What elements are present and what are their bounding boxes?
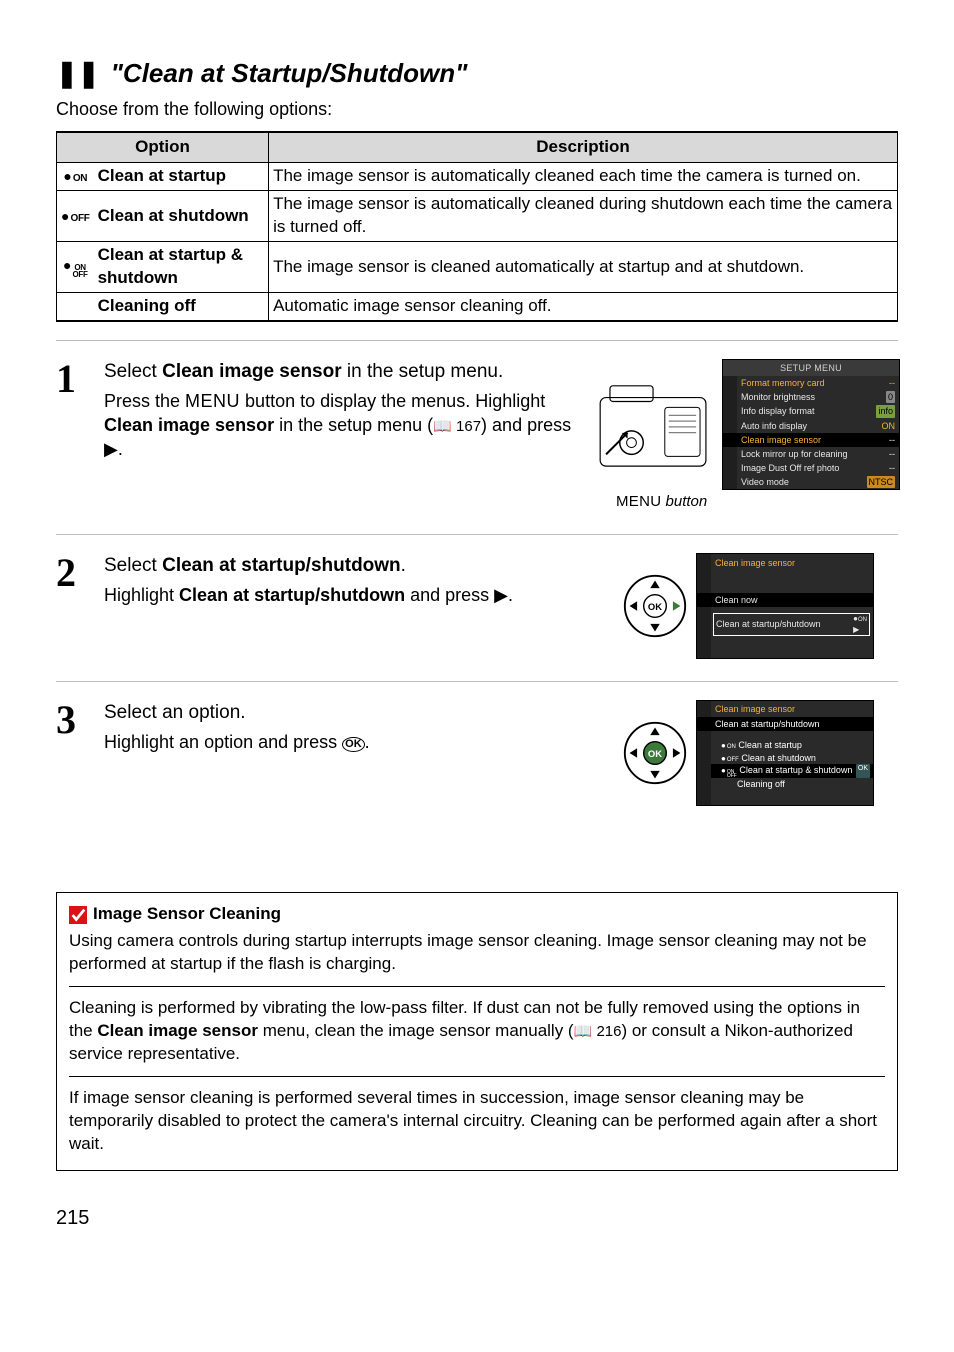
lcd-row: Monitor brightness0 <box>723 390 899 404</box>
option-label: Clean at startup & shutdown <box>94 242 269 293</box>
camera-illustration <box>596 378 714 472</box>
option-label: Cleaning off <box>94 293 269 321</box>
note-paragraph: If image sensor cleaning is performed se… <box>69 1087 885 1156</box>
note-title: Image Sensor Cleaning <box>69 903 885 926</box>
step-title: Select Clean image sensor in the setup m… <box>104 359 576 385</box>
lcd-row: Clean at startup/shutdown ●ON ▶ <box>713 613 870 637</box>
lcd-row: Clean image sensor-- <box>723 433 899 447</box>
step-1: 1 Select Clean image sensor in the setup… <box>56 340 898 535</box>
check-icon <box>69 906 87 924</box>
lcd-row: ●ON Clean at startup <box>697 739 873 752</box>
lcd-row: Video modeNTSC <box>723 475 899 489</box>
lcd-setup-menu: SETUP MENU Format memory card-- Monitor … <box>722 359 900 490</box>
note-paragraph: Cleaning is performed by vibrating the l… <box>69 997 885 1066</box>
th-description: Description <box>269 132 898 162</box>
svg-text:OK: OK <box>648 601 662 612</box>
step-number: 2 <box>56 553 90 659</box>
svg-text:OK: OK <box>648 748 662 759</box>
lcd-row: Auto info displayON <box>723 419 899 433</box>
step-body: Highlight an option and press OK. <box>104 730 576 754</box>
section-heading: ❚❚ "Clean at Startup/Shutdown" <box>56 56 898 91</box>
lcd-row: ●ONOFF Clean at startup & shutdownOK <box>697 764 873 778</box>
option-desc: The image sensor is cleaned automaticall… <box>269 242 898 293</box>
note-paragraph: Using camera controls during startup int… <box>69 930 885 976</box>
option-icon: ●OFF <box>61 207 90 226</box>
section-marker: ❚❚ <box>56 56 100 91</box>
lcd-title: Clean image sensor <box>697 701 873 716</box>
step-body: Press the MENU button to display the men… <box>104 389 576 462</box>
step-number: 3 <box>56 700 90 806</box>
lcd-row: Info display formatinfo <box>723 404 899 418</box>
step-2: 2 Select Clean at startup/shutdown. High… <box>56 534 898 681</box>
option-label: Clean at startup <box>94 163 269 191</box>
step-number: 1 <box>56 359 90 513</box>
option-icon <box>57 293 94 321</box>
lcd-row: ●OFF Clean at shutdown <box>697 752 873 765</box>
lcd-row: Image Dust Off ref photo-- <box>723 461 899 475</box>
menu-button-caption: MENU button <box>616 492 707 512</box>
lcd-row: Cleaning off <box>697 778 873 790</box>
step-title: Select Clean at startup/shutdown. <box>104 553 576 579</box>
table-row: Cleaning off Automatic image sensor clea… <box>57 293 898 321</box>
section-title: "Clean at Startup/Shutdown" <box>111 56 468 91</box>
section-lead: Choose from the following options: <box>56 97 898 121</box>
table-row: ●OFF Clean at shutdown The image sensor … <box>57 191 898 242</box>
lcd-subtitle: Clean at startup/shutdown <box>697 717 873 731</box>
note-box: Image Sensor Cleaning Using camera contr… <box>56 892 898 1170</box>
page-number: 215 <box>56 1205 898 1232</box>
option-desc: The image sensor is automatically cleane… <box>269 191 898 242</box>
th-option: Option <box>57 132 269 162</box>
option-icon: ●ONOFF <box>63 256 88 278</box>
lcd-clean-options: Clean image sensor Clean at startup/shut… <box>696 700 874 806</box>
table-row: ●ONOFF Clean at startup & shutdown The i… <box>57 242 898 293</box>
option-desc: Automatic image sensor cleaning off. <box>269 293 898 321</box>
lcd-row: Format memory card-- <box>723 376 899 390</box>
option-desc: The image sensor is automatically cleane… <box>269 163 898 191</box>
option-icon: ●ON <box>63 167 87 186</box>
options-table: Option Description ●ON Clean at startup … <box>56 131 898 322</box>
lcd-row: Clean now <box>697 593 873 607</box>
lcd-clean-sensor: Clean image sensor Clean now Clean at st… <box>696 553 874 659</box>
step-3: 3 Select an option. Highlight an option … <box>56 681 898 828</box>
dpad-icon: OK <box>622 573 688 639</box>
lcd-title: SETUP MENU <box>723 360 899 376</box>
lcd-row: Lock mirror up for cleaning-- <box>723 447 899 461</box>
dpad-icon: OK <box>622 720 688 786</box>
option-label: Clean at shutdown <box>94 191 269 242</box>
lcd-title: Clean image sensor <box>697 554 873 570</box>
step-title: Select an option. <box>104 700 576 726</box>
table-row: ●ON Clean at startup The image sensor is… <box>57 163 898 191</box>
step-body: Highlight Clean at startup/shutdown and … <box>104 583 576 607</box>
